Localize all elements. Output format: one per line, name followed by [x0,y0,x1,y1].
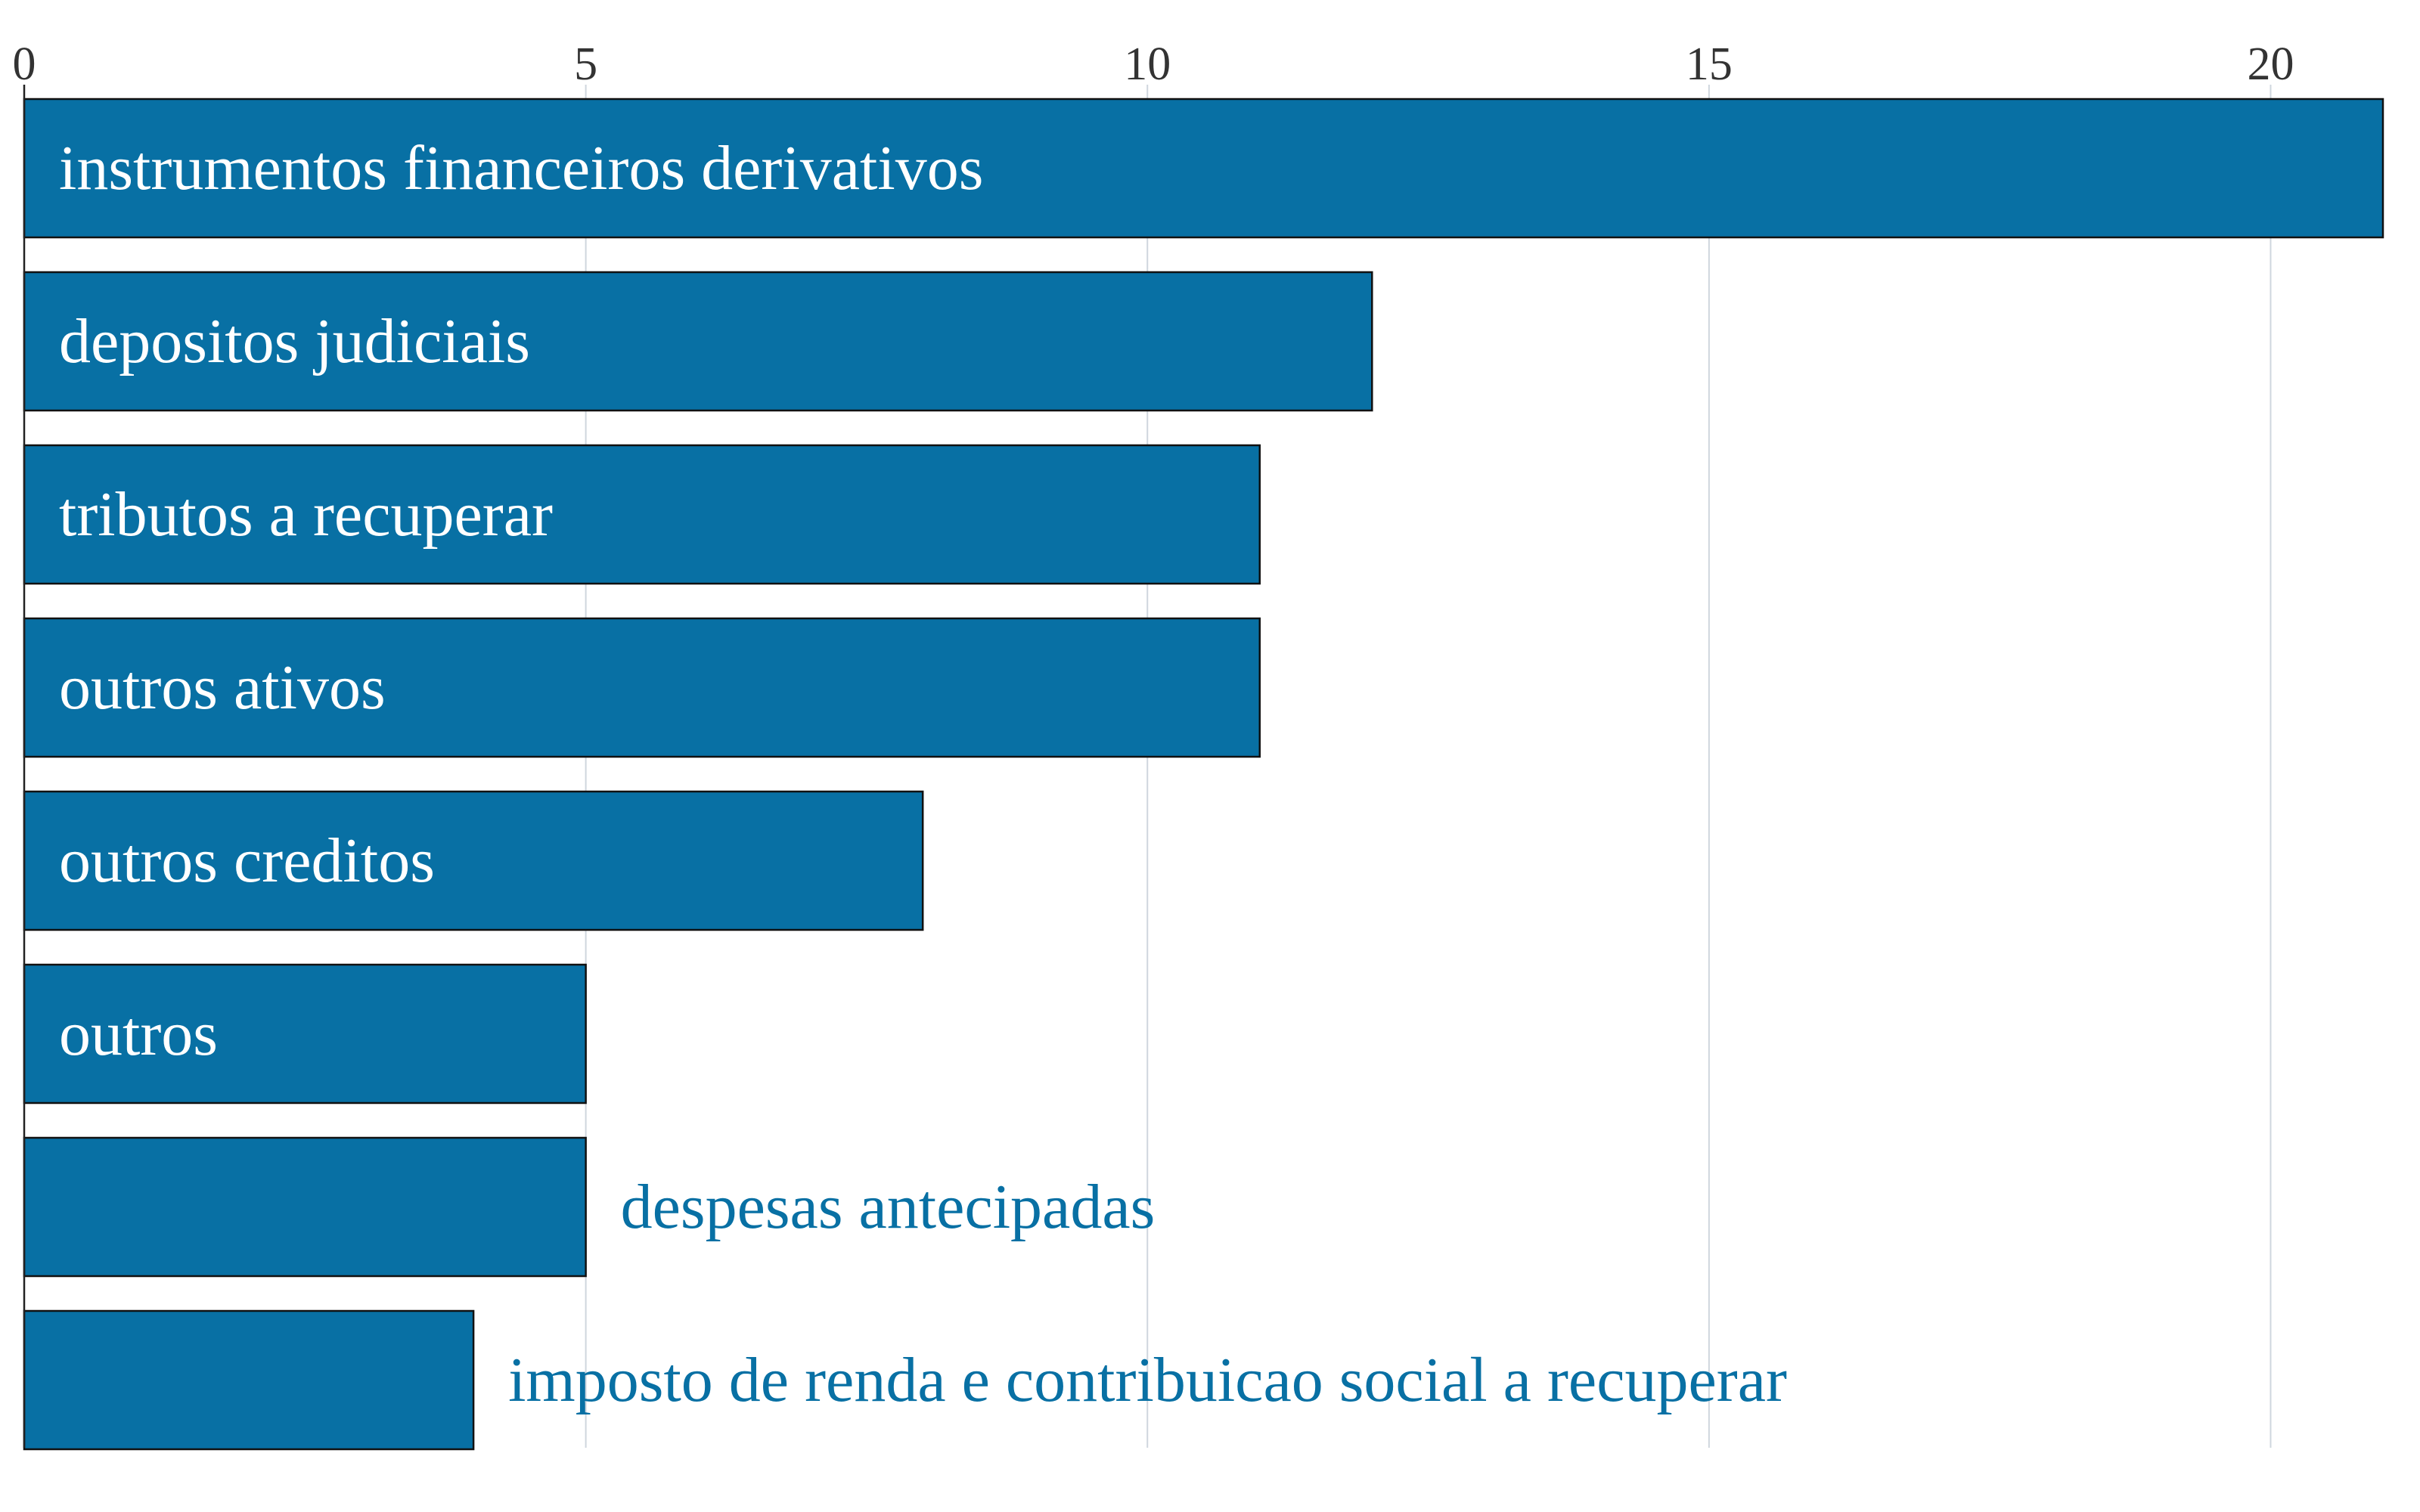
bar-label: outros [59,999,218,1069]
x-axis-ticks: 0 5 10 15 20 [13,39,2294,90]
x-tick-label: 15 [1686,39,1733,90]
bar [23,1136,587,1278]
bars [23,98,2384,1451]
bar-label: tributos a recuperar [59,479,553,550]
bar-label: imposto de renda e contribuicao social a… [508,1345,1787,1415]
bar-label: despesas antecipadas [621,1172,1156,1242]
bar [23,617,1261,758]
bar [23,271,1373,412]
bar-label: outros ativos [59,652,386,723]
bar [23,98,2384,239]
x-tick-label: 0 [13,39,36,90]
x-tick-label: 5 [574,39,597,90]
bar [23,1309,475,1451]
bar-labels: instrumentos financeiros derivativos depo… [59,133,1787,1415]
x-tick-label: 20 [2247,39,2294,90]
bar-label: instrumentos financeiros derivativos [59,133,983,203]
bar-label: outros creditos [59,826,435,896]
bar-label: depositos judiciais [59,306,530,376]
bar [23,444,1261,585]
x-tick-label: 10 [1124,39,1171,90]
